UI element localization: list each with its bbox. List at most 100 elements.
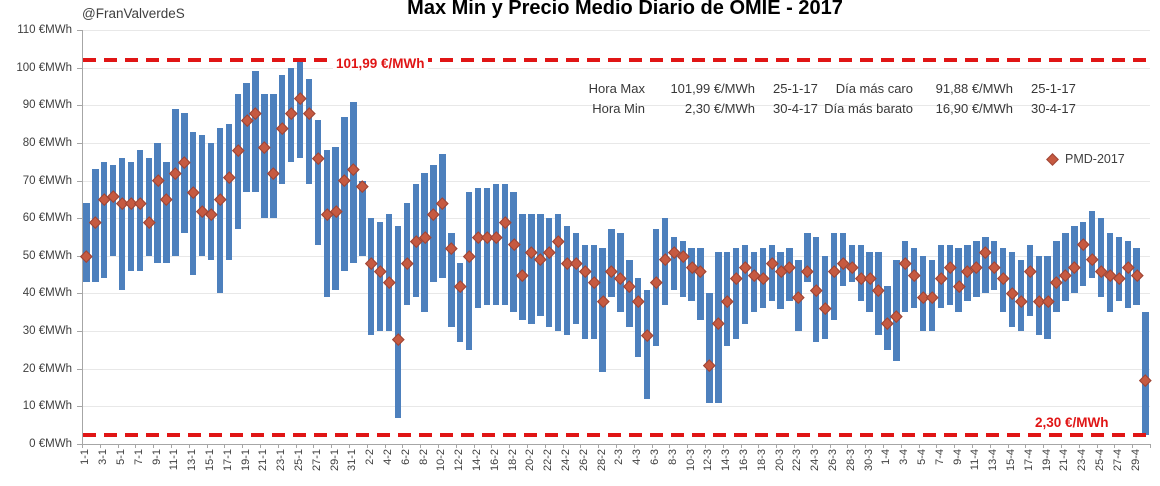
x-tick bbox=[1078, 444, 1080, 448]
gridline-50 bbox=[82, 255, 1150, 257]
x-tick bbox=[900, 444, 902, 448]
x-tick bbox=[224, 444, 226, 448]
y-axis-label-30: 30 €MWh bbox=[22, 325, 72, 338]
page-title: Max Min y Precio Medio Diario de OMIE - … bbox=[407, 0, 843, 19]
range-bar-16-3 bbox=[741, 244, 749, 324]
x-tick bbox=[1043, 444, 1045, 448]
x-tick bbox=[865, 444, 867, 448]
x-axis-label-15-4: 15-4 bbox=[1005, 449, 1018, 472]
stat-date-dia-barato: 30-4-17 bbox=[1031, 101, 1076, 116]
x-tick bbox=[82, 444, 83, 448]
x-axis-label-20-2: 20-2 bbox=[524, 449, 537, 472]
x-axis-label-29-1: 29-1 bbox=[328, 449, 341, 472]
x-tick bbox=[936, 444, 938, 448]
x-axis-label-21-1: 21-1 bbox=[257, 449, 270, 472]
x-tick bbox=[473, 444, 475, 448]
y-tick-20 bbox=[77, 368, 82, 370]
stat-label-hora-min: Hora Min bbox=[592, 101, 645, 116]
y-axis-label-50: 50 €MWh bbox=[22, 249, 72, 262]
stat-date-hora-max: 25-1-17 bbox=[773, 81, 818, 96]
x-axis-label-6-2: 6-2 bbox=[399, 449, 412, 465]
x-tick bbox=[188, 444, 190, 448]
range-bar-22-2 bbox=[546, 218, 553, 328]
x-axis-label-18-2: 18-2 bbox=[506, 449, 519, 472]
range-bar-14-2 bbox=[474, 188, 482, 309]
x-axis-label-9-4: 9-4 bbox=[951, 449, 964, 465]
gridline-30 bbox=[82, 331, 1150, 333]
range-bar-4-2 bbox=[385, 214, 393, 332]
x-tick bbox=[651, 444, 653, 448]
y-axis-label-10: 10 €MWh bbox=[22, 400, 72, 413]
x-axis-label-7-4: 7-4 bbox=[933, 449, 946, 465]
stat-label-dia-caro: Día más caro bbox=[835, 81, 913, 96]
range-bar-20-2 bbox=[528, 214, 535, 324]
x-axis-label-2-3: 2-3 bbox=[613, 449, 626, 465]
range-bar-18-2 bbox=[510, 191, 517, 313]
x-axis-label-16-2: 16-2 bbox=[488, 449, 501, 472]
x-axis-label-4-2: 4-2 bbox=[382, 449, 395, 465]
stat-date-dia-caro: 25-1-17 bbox=[1031, 81, 1076, 96]
x-tick bbox=[544, 444, 546, 448]
x-axis-label-24-2: 24-2 bbox=[560, 449, 573, 472]
x-tick bbox=[1150, 444, 1151, 448]
range-bar-13-1 bbox=[190, 131, 197, 275]
range-bar-28-4 bbox=[1124, 240, 1131, 309]
x-tick bbox=[366, 444, 368, 448]
stat-label-dia-barato: Día más barato bbox=[824, 101, 913, 116]
y-tick-50 bbox=[77, 255, 82, 257]
x-axis-label-12-2: 12-2 bbox=[453, 449, 466, 472]
x-axis-label-25-4: 25-4 bbox=[1094, 449, 1107, 472]
x-axis-label-30-3: 30-3 bbox=[862, 449, 875, 472]
x-tick bbox=[135, 444, 137, 448]
range-bar-10-2 bbox=[439, 154, 446, 279]
x-axis-label-9-1: 9-1 bbox=[150, 449, 163, 465]
y-tick-70 bbox=[77, 180, 82, 182]
stat-date-hora-min: 30-4-17 bbox=[773, 101, 818, 116]
x-axis-label-24-3: 24-3 bbox=[809, 449, 822, 472]
y-axis-line bbox=[82, 30, 83, 444]
x-axis-label-11-1: 11-1 bbox=[168, 449, 181, 471]
range-bar-29-1 bbox=[332, 146, 339, 290]
max-reference-line bbox=[83, 58, 1150, 63]
range-bar-8-1 bbox=[145, 157, 152, 256]
range-bar-15-1 bbox=[207, 142, 215, 260]
range-bar-6-1 bbox=[127, 161, 135, 271]
legend: PMD-2017 bbox=[1046, 152, 1125, 166]
range-bar-17-3 bbox=[750, 252, 758, 313]
x-tick bbox=[331, 444, 333, 448]
x-tick bbox=[972, 444, 973, 448]
x-tick bbox=[295, 444, 297, 448]
range-bar-3-1 bbox=[101, 161, 108, 279]
stat-value-hora-min: 2,30 €/MWh bbox=[684, 101, 755, 116]
x-tick bbox=[776, 444, 778, 448]
x-tick bbox=[616, 444, 617, 448]
range-bar-21-4 bbox=[1062, 233, 1069, 301]
range-bar-25-2 bbox=[572, 233, 580, 324]
x-axis-label-1-4: 1-4 bbox=[880, 449, 893, 465]
x-tick bbox=[99, 444, 101, 448]
range-bar-21-1 bbox=[261, 93, 268, 219]
range-bar-12-1 bbox=[181, 112, 188, 234]
x-axis-label-19-4: 19-4 bbox=[1040, 449, 1053, 472]
range-bar-10-3 bbox=[688, 248, 695, 301]
x-tick bbox=[349, 444, 350, 448]
y-tick-40 bbox=[77, 293, 82, 295]
x-axis-label-27-4: 27-4 bbox=[1111, 449, 1124, 472]
range-bar-15-3 bbox=[732, 248, 740, 339]
range-bar-5-2 bbox=[394, 225, 402, 418]
x-axis-label-3-1: 3-1 bbox=[97, 449, 110, 465]
min-line-label: 2,30 €/MWh bbox=[1035, 415, 1109, 430]
x-tick bbox=[491, 444, 493, 448]
x-axis-label-29-4: 29-4 bbox=[1129, 449, 1142, 472]
x-tick bbox=[633, 444, 635, 448]
range-bar-6-2 bbox=[403, 203, 411, 305]
range-bar-27-4 bbox=[1115, 237, 1123, 301]
x-tick bbox=[811, 444, 813, 448]
x-axis-label-28-2: 28-2 bbox=[595, 449, 608, 472]
range-bar-27-1 bbox=[314, 120, 322, 245]
gridline-100 bbox=[82, 67, 1150, 69]
x-tick bbox=[402, 444, 404, 448]
range-bar-1-1 bbox=[83, 203, 90, 283]
x-axis-label-7-1: 7-1 bbox=[132, 449, 145, 465]
